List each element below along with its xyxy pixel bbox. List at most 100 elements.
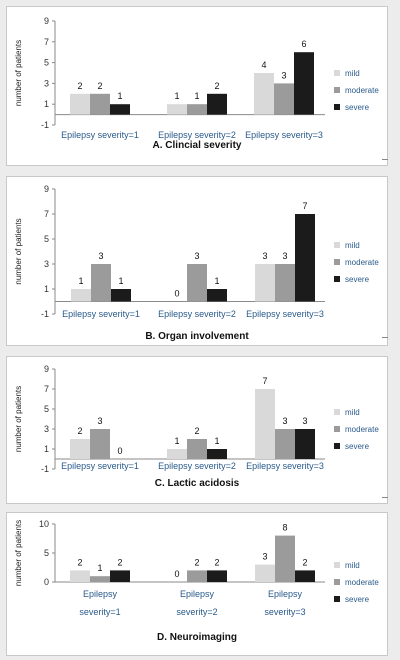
y-tick-label: 9 — [44, 364, 49, 374]
chart-panel-lactic-acidosis: -1 1 3 5 7 9 number of patients 2 1 7 3 2 3 0 1 3 Epilep… — [6, 356, 388, 504]
value-label-severe-3: 7 — [302, 201, 307, 211]
bar-severe-1 — [110, 570, 130, 582]
value-label-moderate-3: 3 — [282, 251, 287, 261]
y-tick-label: 9 — [44, 184, 49, 194]
value-label-moderate-3: 3 — [281, 70, 286, 80]
value-label-mild-1: 1 — [78, 276, 83, 286]
category-label-2: Epilepsy severity=2 — [158, 130, 236, 140]
bar-severe-2 — [207, 449, 227, 459]
y-tick-label: 3 — [44, 78, 49, 88]
category-label-3: Epilepsy severity=3 — [245, 130, 323, 140]
bar-severe-2 — [207, 570, 227, 582]
bar-moderate-3 — [275, 429, 295, 459]
category-label-1: Epilepsy — [83, 589, 118, 599]
legend-label-mild: mild — [345, 561, 360, 570]
legend-swatch-severe — [334, 276, 340, 282]
y-tick-label: 0 — [44, 577, 49, 587]
category-label-1: Epilepsy severity=1 — [61, 461, 139, 471]
value-label-moderate-2: 2 — [194, 557, 199, 567]
value-label-severe-2: 2 — [214, 81, 219, 91]
legend-swatch-mild — [334, 70, 340, 76]
y-axis-label: number of patients — [14, 40, 23, 106]
value-label-moderate-3: 8 — [282, 523, 287, 533]
category-label-1: Epilepsy severity=1 — [62, 309, 140, 319]
bar-mild-3 — [255, 564, 275, 582]
legend-swatch-moderate — [334, 579, 340, 585]
value-label-severe-1: 1 — [118, 276, 123, 286]
bar-moderate-2 — [187, 439, 207, 459]
chart-panel-organ-involvement: -1 1 3 5 7 9 number of patients 1 0 3 3 3 3 1 1 7 Epilep… — [6, 176, 388, 346]
value-label-moderate-2: 2 — [194, 426, 199, 436]
category-label-2: Epilepsy severity=2 — [158, 309, 236, 319]
chart-title: B. Organ involvement — [145, 331, 249, 342]
legend-label-moderate: moderate — [345, 258, 379, 267]
value-label-mild-3: 7 — [262, 376, 267, 386]
bar-moderate-2 — [187, 264, 207, 302]
bar-moderate-3 — [275, 264, 295, 302]
legend-swatch-moderate — [334, 87, 340, 93]
bar-mild-3 — [255, 389, 275, 459]
chart-title: A. Clincial severity — [153, 140, 242, 151]
legend-label-moderate: moderate — [345, 86, 379, 95]
value-label-mild-2: 1 — [174, 91, 179, 101]
value-label-moderate-3: 3 — [282, 416, 287, 426]
value-label-moderate-1: 1 — [97, 563, 102, 573]
category-label-3-line2: severity=3 — [264, 607, 305, 617]
bar-mild-1 — [70, 93, 90, 115]
category-label-3: Epilepsy severity=3 — [246, 461, 324, 471]
y-tick-label: 1 — [44, 284, 49, 294]
chart-lactic-acidosis: -1 1 3 5 7 9 number of patients 2 1 7 3 2 3 0 1 3 Epilep… — [14, 364, 379, 489]
value-label-moderate-2: 1 — [194, 91, 199, 101]
legend-swatch-moderate — [334, 426, 340, 432]
legend-swatch-severe — [334, 104, 340, 110]
y-tick-label: 3 — [44, 259, 49, 269]
value-label-severe-2: 2 — [214, 557, 219, 567]
bar-moderate-1 — [90, 93, 110, 115]
bar-moderate-2 — [187, 570, 207, 582]
value-label-severe-2: 1 — [214, 436, 219, 446]
legend-swatch-moderate — [334, 259, 340, 265]
value-label-severe-1: 0 — [117, 446, 122, 456]
y-tick-label: 7 — [44, 209, 49, 219]
chart-title: D. Neuroimaging — [157, 632, 237, 643]
y-axis-label: number of patients — [14, 218, 23, 284]
value-label-mild-2: 1 — [174, 436, 179, 446]
bar-moderate-3 — [274, 83, 294, 115]
bar-moderate-1 — [90, 576, 110, 582]
y-axis-label: number of patients — [14, 520, 23, 586]
panel-edge-marker — [382, 497, 388, 498]
chart-title: C. Lactic acidosis — [155, 478, 240, 489]
legend-swatch-severe — [334, 596, 340, 602]
value-label-mild-1: 2 — [77, 81, 82, 91]
legend-label-severe: severe — [345, 595, 370, 604]
value-label-severe-1: 1 — [117, 91, 122, 101]
y-axis-label: number of patients — [14, 386, 23, 452]
bar-severe-3 — [295, 214, 315, 302]
value-label-mild-1: 2 — [77, 426, 82, 436]
panel-edge-marker — [382, 337, 388, 338]
y-tick-label: 1 — [44, 444, 49, 454]
category-label-1: Epilepsy severity=1 — [61, 130, 139, 140]
bar-severe-1 — [111, 289, 131, 302]
bar-severe-3 — [295, 429, 315, 459]
bar-mild-2 — [167, 104, 187, 115]
value-label-mild-3: 3 — [262, 552, 267, 562]
chart-neuroimaging: 0 5 10 number of patients 2 0 3 1 2 8 2 2 2 Epilepsy s… — [14, 519, 379, 643]
legend-label-severe: severe — [345, 103, 370, 112]
value-label-moderate-1: 3 — [97, 416, 102, 426]
chart-clinical-severity: -1 1 3 5 7 9 number of patients 2 1 4 2 1 3 1 2 6 Epilep… — [14, 16, 379, 151]
value-label-moderate-2: 3 — [194, 251, 199, 261]
legend-label-moderate: moderate — [345, 425, 379, 434]
value-label-mild-2: 0 — [174, 569, 179, 579]
y-tick-label: 5 — [44, 234, 49, 244]
y-tick-label: 9 — [44, 16, 49, 26]
legend-label-severe: severe — [345, 442, 370, 451]
bar-mild-1 — [70, 570, 90, 582]
bar-moderate-3 — [275, 535, 295, 582]
value-label-severe-3: 6 — [301, 39, 306, 49]
legend-label-moderate: moderate — [345, 578, 379, 587]
value-label-severe-1: 2 — [117, 557, 122, 567]
panel-edge-marker — [382, 159, 388, 160]
value-label-mild-1: 2 — [77, 557, 82, 567]
legend-label-mild: mild — [345, 408, 360, 417]
